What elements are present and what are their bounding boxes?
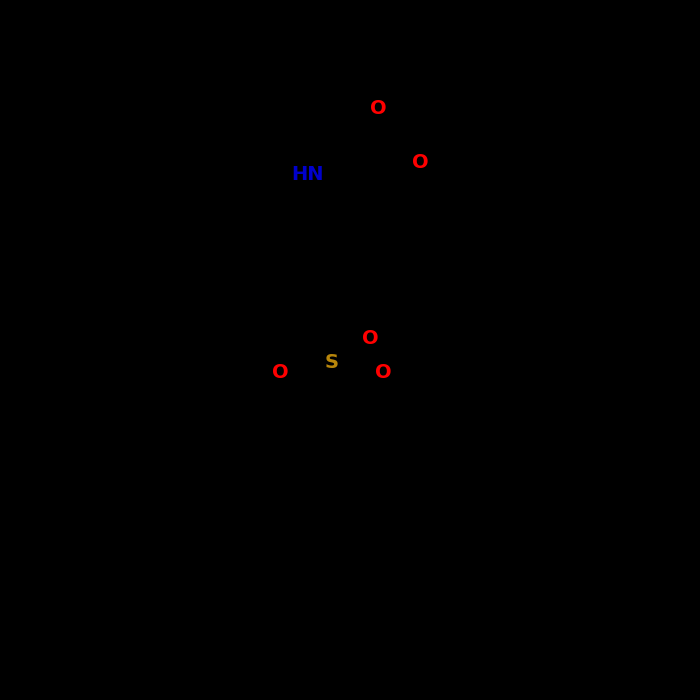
Text: O: O — [272, 363, 288, 382]
Text: O: O — [375, 363, 392, 382]
Text: O: O — [370, 99, 386, 118]
Text: O: O — [412, 153, 428, 172]
Text: O: O — [362, 328, 379, 348]
Text: CH₃: CH₃ — [314, 580, 350, 598]
Text: HN: HN — [291, 165, 323, 184]
Text: S: S — [325, 354, 339, 372]
